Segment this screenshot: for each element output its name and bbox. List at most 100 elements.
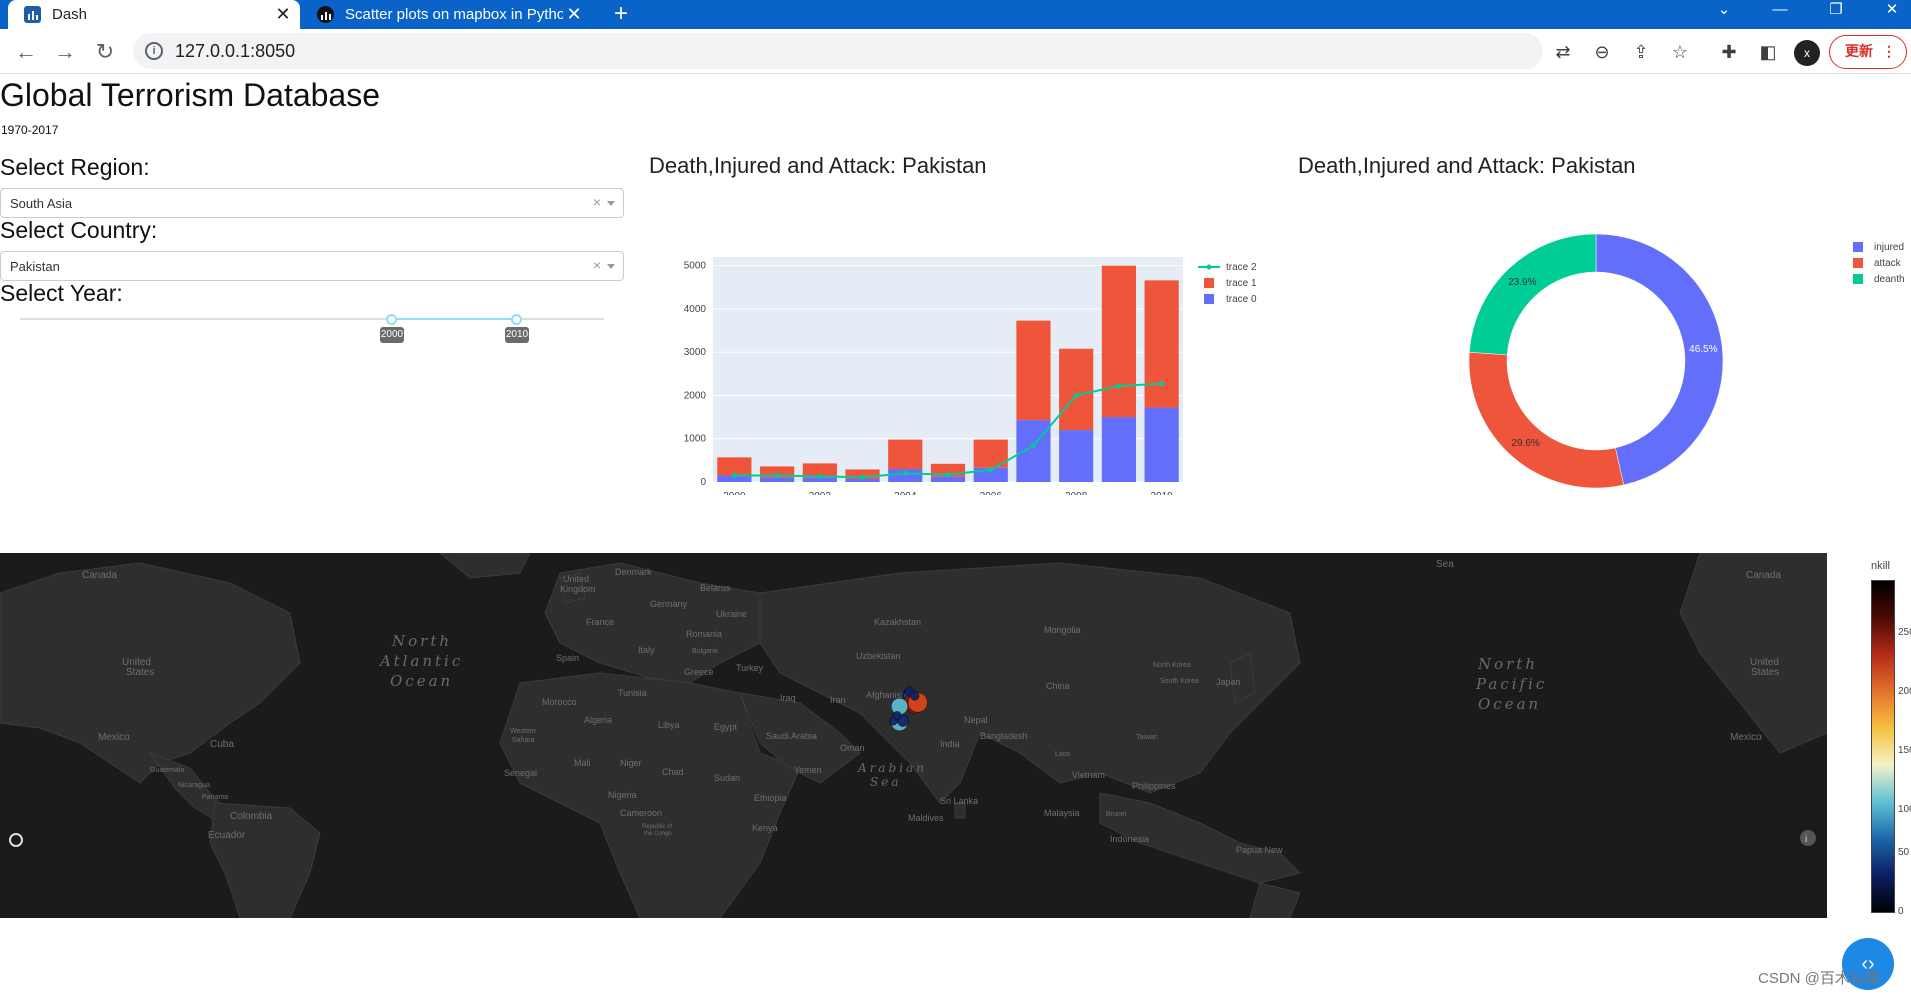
svg-text:China: China [1046,681,1070,691]
svg-text:Iraq: Iraq [780,693,796,703]
extensions-icon[interactable]: ✚ [1721,42,1737,62]
svg-text:North Korea: North Korea [1153,662,1191,669]
colorbar-tick: 50 [1898,847,1910,858]
svg-text:Bangladesh: Bangladesh [980,731,1028,741]
svg-text:Laos: Laos [1055,751,1071,758]
clear-icon[interactable]: × [592,194,601,210]
page-subtitle: 1970-2017 [1,123,59,137]
scatter-map[interactable]: Canada United States Mexico Cuba Guatemal… [0,553,1827,918]
bar-trace-1 [802,463,837,478]
map-attribution-icon[interactable] [1800,830,1816,846]
svg-text:Tunisia: Tunisia [618,688,647,698]
svg-text:India: India [940,739,960,749]
bar-chart-title: Death,Injured and Attack: Pakistan [649,153,987,178]
tab-search-icon[interactable]: ⌄ [1717,1,1731,18]
svg-text:Ocean: Ocean [390,672,453,690]
svg-text:Saudi Arabia: Saudi Arabia [766,731,817,741]
close-window-button[interactable]: ✕ [1885,1,1899,18]
tab-close-icon[interactable]: ✕ [566,4,582,24]
bar-trace-1 [888,439,923,470]
svg-text:Canada: Canada [82,570,117,581]
legend-swatch [1853,258,1863,268]
tab-close-icon[interactable]: ✕ [275,4,291,24]
svg-text:Guatemala: Guatemala [150,767,184,774]
svg-text:Mongolia: Mongolia [1044,625,1081,635]
country-dropdown[interactable]: Pakistan × [0,251,624,281]
year-slider-handle-end[interactable] [511,314,522,325]
pie-label: 46.5% [1689,344,1717,355]
translate-icon[interactable]: ⇄ [1555,42,1571,62]
legend-swatch [1206,264,1212,270]
bar-trace-1 [1016,320,1051,421]
dash-debug-button[interactable]: ‹› [1842,938,1894,990]
line-point [860,474,866,480]
chevron-down-icon[interactable] [607,201,615,206]
svg-text:Kingdom: Kingdom [560,584,596,594]
tab-mapbox[interactable]: Scatter plots on mapbox in Pytho ✕ [307,0,591,29]
svg-text:Vietnam: Vietnam [1072,770,1105,780]
site-info-icon[interactable]: i [145,42,163,60]
chevron-down-icon[interactable] [607,264,615,269]
svg-text:Malaysia: Malaysia [1044,808,1080,818]
address-bar[interactable]: i 127.0.0.1:8050 [133,33,1543,69]
svg-text:Sea: Sea [870,775,901,789]
x-tick-label: 2010 [1151,491,1174,495]
svg-text:Ecuador: Ecuador [208,830,246,841]
reload-button[interactable]: ↻ [95,39,115,64]
legend-label: trace 2 [1226,262,1257,273]
svg-text:Arabian: Arabian [857,761,927,775]
svg-text:Atlantic: Atlantic [378,652,463,670]
restore-button[interactable]: ❐ [1829,1,1843,18]
region-dropdown[interactable]: South Asia × [0,188,624,218]
forward-button[interactable]: → [54,39,76,64]
line-point [1159,381,1165,387]
svg-text:Mexico: Mexico [98,732,130,743]
svg-text:Morocco: Morocco [542,697,577,707]
share-icon[interactable]: ⇪ [1633,42,1649,62]
year-slider-track[interactable] [20,318,604,320]
year-slider-handle-start[interactable] [386,314,397,325]
profile-avatar[interactable]: x [1794,40,1820,66]
back-button[interactable]: ← [15,39,37,64]
svg-text:Western: Western [510,728,536,735]
line-point [817,473,823,479]
year-start-tooltip: 2000 [380,327,404,343]
new-tab-button[interactable]: + [613,0,628,27]
bar-chart: 0 1000 2000 3000 4000 5000 2000 2002 2004 2006 200… [684,257,1257,495]
svg-text:Nepal: Nepal [964,715,988,725]
svg-text:Nigeria: Nigeria [608,790,637,800]
svg-text:Sea: Sea [1436,559,1454,570]
pie-slice-attack [1468,351,1625,489]
svg-text:Papua New: Papua New [1236,845,1283,855]
svg-text:South Korea: South Korea [1160,678,1199,685]
svg-text:Republic of: Republic of [642,824,672,830]
bar-trace-0 [1144,407,1179,482]
svg-text:Denmark: Denmark [615,567,652,577]
clear-icon[interactable]: × [592,257,601,273]
svg-text:Belarus: Belarus [700,583,731,593]
svg-text:Ukraine: Ukraine [716,609,747,619]
colorbar-tick: 150 [1898,745,1911,756]
line-point [774,473,780,479]
y-tick-label: 2000 [684,390,707,401]
year-end-tooltip: 2010 [505,327,529,343]
svg-text:Cameroon: Cameroon [620,808,662,818]
page-title: Global Terrorism Database [0,77,381,113]
side-panel-icon[interactable]: ◧ [1759,42,1777,62]
svg-text:Romania: Romania [686,629,722,639]
svg-text:the Congo: the Congo [644,831,672,837]
svg-text:Sri Lanka: Sri Lanka [940,796,978,806]
zoom-icon[interactable]: ⊖ [1594,42,1610,62]
colorbar-tick: 200 [1898,686,1911,697]
bar-trace-1 [845,469,880,479]
tab-dash[interactable]: Dash ✕ [8,0,300,29]
legend-swatch [1853,274,1863,284]
bar-trace-0 [1016,420,1051,482]
update-button[interactable]: 更新 ⋮ [1829,35,1907,69]
legend-label: trace 0 [1226,294,1257,305]
minimize-button[interactable]: — [1772,1,1788,18]
bookmark-star-icon[interactable]: ☆ [1671,42,1689,62]
legend-swatch [1204,278,1214,288]
svg-text:Italy: Italy [638,645,655,655]
svg-text:United: United [122,657,151,668]
